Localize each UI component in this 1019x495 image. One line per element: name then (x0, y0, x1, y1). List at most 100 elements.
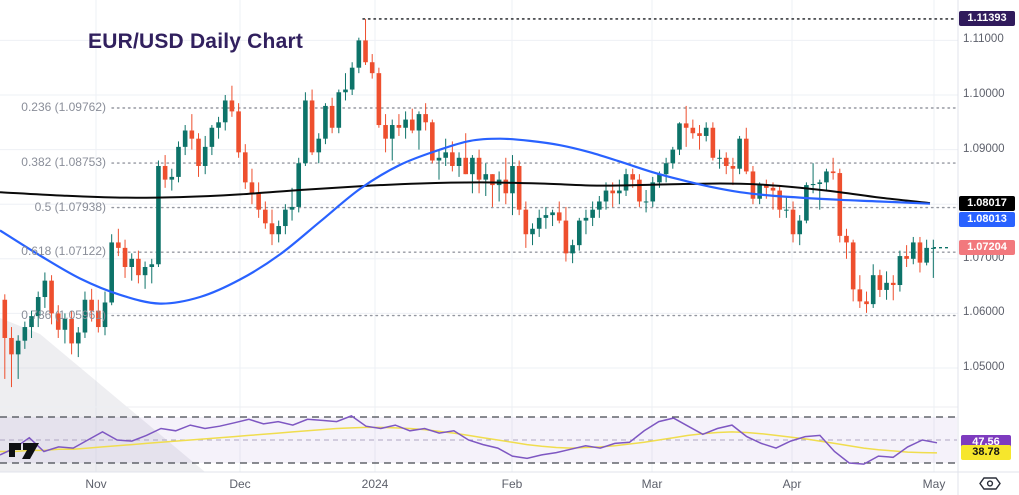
candle-body (824, 171, 829, 183)
candle-body (516, 165, 522, 210)
hexagon-menu-button[interactable] (976, 472, 1006, 495)
candle-body (784, 209, 789, 211)
candle-body (637, 179, 642, 202)
candle-body (723, 157, 729, 166)
candle-body (323, 105, 328, 139)
price-scale[interactable] (958, 0, 1019, 472)
candle-body (703, 127, 709, 136)
candle-body (884, 282, 889, 290)
candle-body (82, 299, 88, 333)
candle-body (269, 223, 275, 235)
page-title: EUR/USD Daily Chart (88, 30, 304, 53)
tradingview-logo-icon[interactable] (8, 438, 42, 462)
candle-body (523, 209, 529, 235)
time-scale[interactable] (0, 472, 958, 495)
candle-body (576, 220, 582, 246)
candle-body (710, 127, 716, 158)
candle-body (409, 119, 415, 131)
candle-body (597, 201, 602, 210)
candle-body (670, 149, 676, 164)
candle-body (897, 256, 903, 286)
candle-body (336, 92, 342, 128)
candle-body (830, 171, 836, 174)
watermark-shape (0, 318, 205, 472)
candle-body (256, 193, 261, 210)
candle-body (904, 256, 909, 259)
candle-body (910, 242, 916, 259)
candle-body (450, 152, 455, 166)
candle-body (810, 183, 816, 186)
rsi-signal-line (0, 426, 938, 454)
candle-body (556, 212, 562, 221)
candle-body (864, 301, 869, 305)
candle-body (242, 152, 248, 183)
candle-body (543, 215, 549, 218)
candle-body (283, 209, 288, 227)
candle-body (89, 299, 94, 311)
candle-body (770, 187, 776, 191)
candle-body (182, 130, 188, 147)
candle-body (42, 280, 48, 298)
candle-body (149, 264, 155, 267)
candle-body (383, 125, 388, 139)
candle-body (96, 310, 101, 328)
candle-body (730, 165, 736, 169)
candle-body (490, 174, 495, 186)
candle-body (757, 185, 762, 199)
candle-body (590, 209, 595, 218)
candle-body (430, 122, 435, 161)
candle-body (356, 40, 362, 68)
candle-body (236, 111, 241, 153)
candle-body (764, 185, 769, 188)
candle-body (583, 217, 589, 221)
candle-body (62, 318, 68, 330)
candle-body (817, 182, 823, 184)
candle-body (249, 182, 255, 194)
candle-body (276, 226, 281, 235)
candle-body (156, 165, 161, 265)
candle-body (797, 220, 803, 235)
candle-body (29, 316, 34, 328)
candle-body (476, 157, 482, 180)
candle-body (289, 206, 295, 210)
candle-body (142, 266, 148, 276)
candle-body (683, 123, 689, 128)
candle-body (697, 133, 702, 136)
candle-body (55, 313, 61, 330)
candle-body (530, 228, 535, 235)
candle-body (423, 114, 428, 123)
candle-body (844, 235, 849, 243)
candle-body (630, 174, 636, 180)
candle-body (176, 146, 181, 177)
candle-body (169, 176, 175, 180)
candle-body (617, 190, 622, 194)
candle-body (22, 327, 28, 341)
candle-body (396, 125, 402, 128)
candle-body (403, 119, 408, 128)
candle-body (303, 100, 308, 164)
candle-body (209, 127, 215, 147)
candle-body (2, 299, 8, 338)
candle-body (743, 138, 749, 172)
candle-body (443, 152, 448, 158)
candle-body (9, 337, 14, 355)
candle-body (202, 146, 208, 166)
candle-body (229, 100, 235, 112)
candle-body (316, 138, 322, 153)
candle-body (777, 190, 782, 210)
ma-200-line (0, 181, 931, 205)
candle-body (343, 89, 348, 93)
candle-body (563, 220, 569, 254)
candle-body (717, 157, 722, 159)
candle-body (737, 138, 742, 169)
candle-body (416, 114, 422, 131)
candle-body (216, 122, 221, 128)
candle-body (650, 182, 656, 202)
candle-body (550, 212, 555, 216)
candle-body (857, 289, 863, 302)
candle-body (389, 125, 395, 139)
candle-body (917, 242, 923, 263)
candle-body (376, 73, 382, 126)
